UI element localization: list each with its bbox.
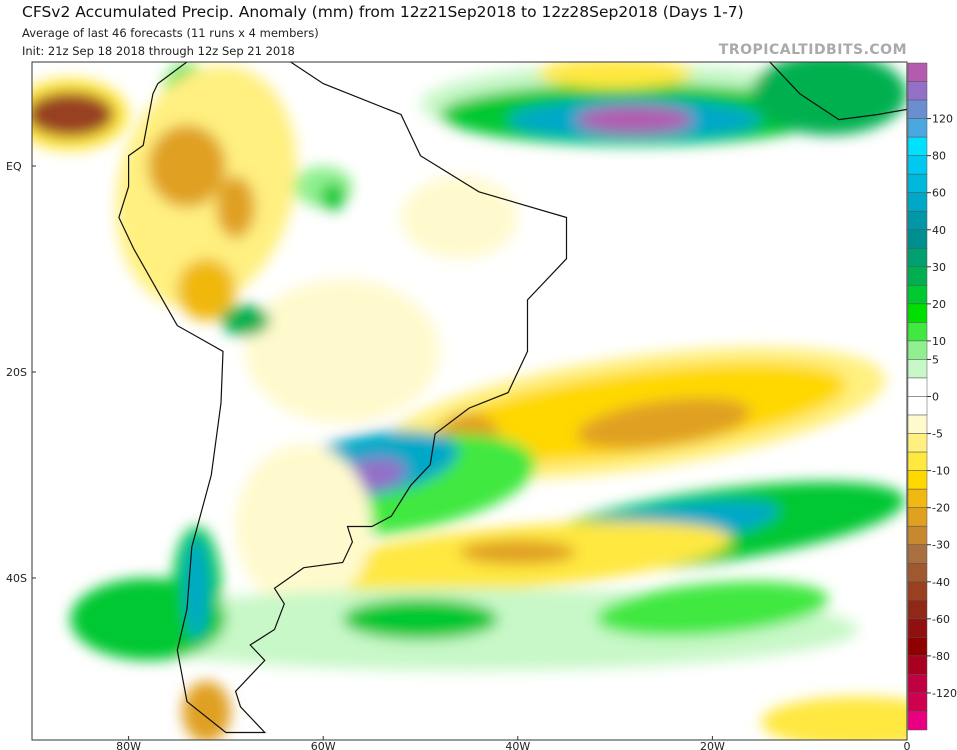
anomaly-field	[32, 62, 907, 740]
colorbar-label: -20	[932, 502, 950, 515]
anomaly-contour	[221, 305, 270, 336]
south-america-coastline	[118, 62, 568, 734]
anomaly-contour	[459, 539, 577, 565]
colorbar-bin	[907, 655, 928, 675]
anomaly-contour	[761, 696, 907, 740]
map-subtitle: Average of last 46 forecasts (11 runs x …	[22, 26, 319, 40]
colorbar-label: 60	[932, 187, 946, 200]
colorbar-bin	[907, 192, 928, 212]
colorbar-bin	[907, 433, 928, 453]
colorbar-bin	[907, 210, 928, 231]
colorbar-bin	[907, 618, 928, 638]
colorbar-bin	[907, 507, 928, 527]
colorbar-bin	[907, 544, 928, 564]
lon-label: 40W	[505, 740, 530, 750]
anomaly-contour	[184, 536, 210, 640]
colorbar-label: 20	[932, 298, 946, 311]
colorbar-bin	[907, 248, 928, 268]
colorbar-label: -80	[932, 650, 950, 663]
coastline	[118, 62, 907, 734]
colorbar-label: -60	[932, 613, 950, 626]
anomaly-contour	[596, 581, 829, 637]
lon-label: 0	[904, 740, 911, 750]
colorbar-bin	[907, 136, 928, 156]
colorbar-bin	[907, 285, 928, 305]
anomaly-contour	[148, 124, 226, 208]
colorbar-bin	[907, 563, 928, 583]
lon-label: 80W	[116, 740, 141, 750]
colorbar: 120 80 60 40 30 20 10 5 0 -5 -10 -20 -30 -40 -60 -80 -12…	[907, 62, 957, 731]
colorbar-bin	[907, 451, 928, 471]
anomaly-contour	[576, 397, 751, 450]
colorbar-bin	[907, 303, 928, 323]
colorbar-label: -10	[932, 465, 950, 478]
colorbar-bin	[907, 414, 928, 434]
anomaly-contour	[182, 681, 231, 740]
colorbar-bin	[907, 62, 928, 82]
anomaly-contour	[320, 183, 346, 211]
colorbar-label: -40	[932, 576, 950, 589]
colorbar-label: 5	[932, 353, 939, 366]
lon-label: 60W	[311, 740, 336, 750]
colorbar-bin	[907, 173, 928, 193]
colorbar-bin	[907, 340, 928, 360]
colorbar-bin	[907, 674, 928, 694]
lat-label: EQ	[6, 160, 22, 173]
anomaly-contour	[342, 598, 499, 640]
colorbar-label: -5	[932, 428, 943, 441]
colorbar-label: -120	[932, 687, 957, 700]
colorbar-bin	[907, 266, 928, 286]
colorbar-bin	[907, 396, 928, 416]
colorbar-label: 120	[932, 113, 953, 126]
lat-label: 20S	[6, 366, 27, 379]
colorbar-bin	[907, 81, 928, 101]
anomaly-contour	[537, 62, 693, 89]
colorbar-bin	[907, 525, 928, 545]
colorbar-bin	[907, 99, 928, 119]
africa-coastline	[769, 62, 907, 121]
colorbar-bin	[907, 359, 928, 379]
colorbar-bin	[907, 600, 928, 620]
colorbar-label: -30	[932, 539, 950, 552]
colorbar-bin	[907, 377, 928, 397]
map-frame	[31, 61, 908, 741]
colorbar-bin	[907, 229, 928, 249]
lon-label: 20W	[700, 740, 725, 750]
anomaly-contour	[235, 444, 372, 609]
colorbar-bin	[907, 581, 928, 601]
colorbar-bin	[907, 118, 928, 138]
colorbar-bin	[907, 470, 928, 490]
colorbar-bin	[907, 322, 928, 342]
colorbar-bin	[907, 637, 928, 657]
brand-watermark: TROPICALTIDBITS.COM	[718, 42, 907, 58]
lat-label: 40S	[6, 572, 27, 585]
colorbar-label: 0	[932, 391, 939, 404]
colorbar-label: 10	[932, 335, 946, 348]
colorbar-label: 40	[932, 224, 946, 237]
anomaly-contour	[32, 91, 114, 138]
anomaly-contour	[576, 106, 693, 134]
init-info: Init: 21z Sep 18 2018 through 12z Sep 21…	[22, 44, 295, 58]
colorbar-bin	[907, 711, 928, 731]
colorbar-bin	[907, 488, 928, 508]
anomaly-contour	[245, 279, 440, 424]
colorbar-label: 30	[932, 261, 946, 274]
colorbar-bin	[907, 692, 928, 712]
colorbar-bin	[907, 155, 928, 175]
anomaly-contour	[751, 62, 907, 136]
anomaly-contour	[177, 258, 236, 321]
map-title: CFSv2 Accumulated Precip. Anomaly (mm) f…	[22, 3, 744, 21]
anomaly-contour	[401, 176, 518, 259]
anomaly-contour	[216, 176, 256, 239]
colorbar-label: 80	[932, 150, 946, 163]
